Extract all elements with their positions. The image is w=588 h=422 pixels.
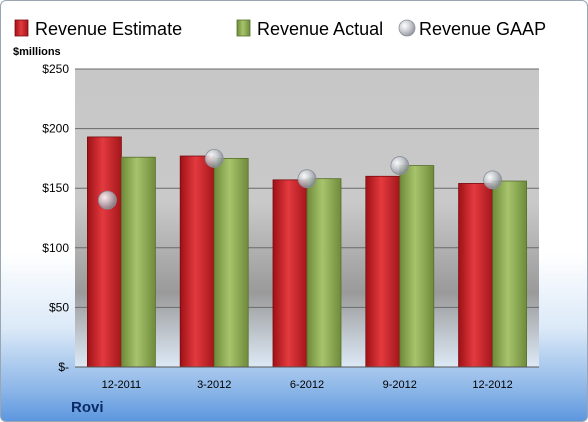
x-tick-label: 6-2012 bbox=[290, 379, 324, 391]
legend-gaap-label: Revenue GAAP bbox=[419, 19, 546, 39]
actual-bar bbox=[121, 156, 156, 368]
estimate-bar bbox=[365, 175, 401, 368]
legend-estimate-swatch bbox=[14, 19, 29, 37]
legend-estimate-label: Revenue Estimate bbox=[35, 19, 182, 39]
y-tick-label: $200 bbox=[42, 122, 69, 136]
y-tick-label: $150 bbox=[42, 181, 69, 195]
estimate-bar bbox=[458, 183, 494, 368]
x-tick-label: 9-2012 bbox=[383, 379, 417, 391]
gaap-marker bbox=[297, 169, 317, 189]
actual-bar bbox=[306, 178, 342, 368]
gaap-marker bbox=[204, 148, 224, 168]
legend-gaap-swatch bbox=[398, 19, 416, 37]
gaap-marker bbox=[390, 156, 410, 175]
gaap-marker bbox=[98, 190, 117, 210]
estimate-bar bbox=[87, 136, 122, 368]
x-tick-label: 12-2011 bbox=[102, 379, 142, 391]
legend-actual-label: Revenue Actual bbox=[257, 19, 383, 39]
estimate-bar bbox=[272, 179, 308, 368]
actual-bar bbox=[399, 165, 435, 368]
y-tick-label: $- bbox=[58, 360, 69, 374]
company-name: Rovi bbox=[71, 399, 104, 416]
y-tick-label: $100 bbox=[42, 241, 69, 255]
actual-bar bbox=[492, 180, 528, 368]
gaap-marker bbox=[483, 170, 503, 190]
x-tick-label: 3-2012 bbox=[197, 379, 231, 391]
estimate-bar bbox=[179, 155, 215, 368]
y-tick-label: $50 bbox=[49, 300, 69, 314]
x-tick-label: 12-2012 bbox=[472, 379, 512, 391]
legend-actual-swatch bbox=[236, 19, 251, 37]
actual-bar bbox=[213, 157, 249, 368]
y-axis-label: $millions bbox=[13, 46, 61, 58]
y-tick-label: $250 bbox=[42, 62, 69, 76]
